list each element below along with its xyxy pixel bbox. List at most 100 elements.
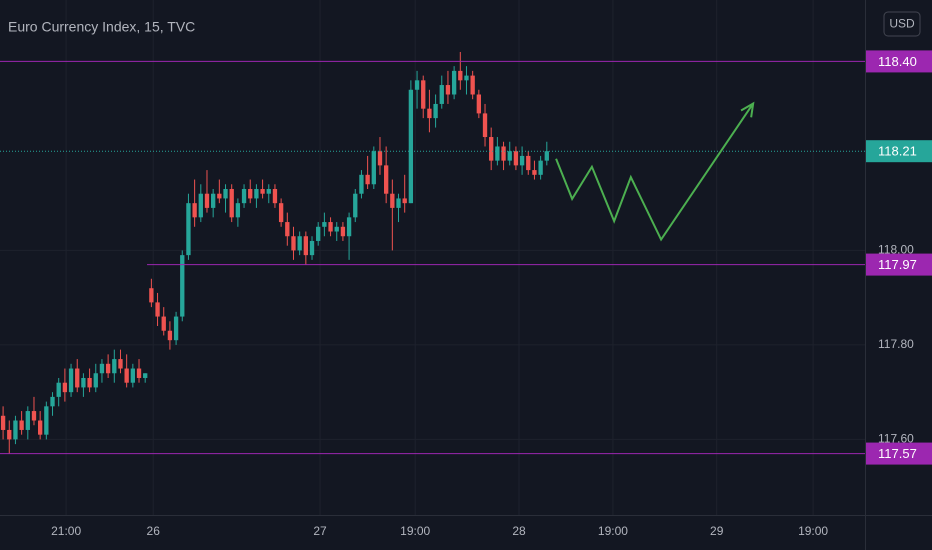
candle-body (297, 236, 302, 251)
candle-body (7, 429, 12, 440)
candle-body (68, 368, 74, 393)
candle-body (186, 203, 191, 256)
candle-body (254, 188, 259, 199)
candle-body (50, 396, 55, 407)
candle-body (229, 188, 234, 218)
candle-body (235, 203, 241, 218)
x-tick-label: 19:00 (400, 524, 430, 538)
currency-button[interactable] (883, 11, 921, 37)
candle-body (75, 368, 80, 388)
candle-body (482, 113, 488, 138)
candle-body (316, 226, 321, 241)
y-tick-label: 117.60 (878, 432, 914, 446)
candle-body (217, 193, 222, 199)
level-box (866, 50, 932, 73)
candle-body (495, 146, 500, 161)
candle-body (507, 151, 512, 161)
candle-body (278, 203, 284, 223)
candle-body (340, 226, 346, 237)
level-label: 117.97 (878, 257, 917, 272)
candle-body (421, 80, 426, 109)
candle-body (99, 363, 105, 374)
currency-label[interactable]: USD (889, 17, 915, 31)
x-tick-label: 21:00 (51, 524, 81, 538)
y-tick-label: 118.00 (878, 243, 914, 257)
candle-body (309, 240, 315, 256)
candle-body (223, 188, 228, 199)
candle-body (44, 406, 49, 435)
candle-body (544, 151, 549, 161)
candle-body (167, 330, 173, 341)
candle-body (489, 137, 494, 161)
candle-body (451, 70, 457, 95)
projection-line (555, 102, 754, 242)
candle-body (81, 377, 86, 388)
candle-body (285, 222, 290, 237)
candle-body (266, 188, 271, 194)
candle-body (353, 193, 358, 218)
candle-body (377, 151, 383, 166)
candle-body (198, 193, 203, 218)
candle-body (359, 174, 364, 194)
candle-body (445, 85, 451, 95)
candle-body (291, 236, 296, 251)
candle-body (383, 165, 389, 194)
candle-body (346, 217, 352, 237)
level-label: 118.40 (878, 54, 917, 69)
candle-body (427, 108, 432, 119)
candle-body (241, 188, 247, 204)
candle-body (31, 411, 37, 421)
candle-body (414, 80, 420, 90)
plot (0, 51, 865, 455)
candle-body (470, 75, 475, 95)
candle-body (248, 188, 253, 199)
candle-body (0, 415, 6, 430)
candle-body (328, 222, 333, 232)
candle-body (130, 368, 136, 383)
candle-body (433, 103, 438, 119)
candle-body (192, 203, 197, 218)
candle-body (37, 420, 43, 435)
projection-arrowhead (740, 101, 755, 118)
level-label: 117.57 (878, 446, 917, 461)
chart-title: Euro Currency Index, 15, TVC (8, 19, 195, 35)
candle-body (402, 198, 407, 204)
candle-body (501, 146, 506, 161)
candle-body (210, 193, 216, 208)
candle-body (390, 193, 395, 208)
candle-body (322, 222, 327, 227)
candle-body (365, 174, 370, 185)
candle-body (458, 70, 463, 81)
last-price-label: 118.21 (878, 144, 917, 159)
level-box (866, 442, 932, 465)
candle-body (272, 188, 278, 204)
candle-body (124, 368, 129, 383)
x-tick-label: 28 (512, 524, 526, 538)
candle-body (155, 302, 160, 317)
candle-body (260, 188, 265, 194)
candle-body (519, 155, 525, 166)
x-tick-label: 19:00 (598, 524, 628, 538)
candle-body (112, 359, 117, 374)
candle-body (136, 368, 142, 378)
candle-body (56, 382, 61, 397)
axes: 117.60 117.80 118.00 21:00 26 27 19:00 28 19:00 2… (51, 50, 932, 538)
candle-body (19, 420, 24, 430)
x-tick-label: 29 (710, 524, 724, 538)
candle-body (303, 236, 309, 256)
candle-body (204, 193, 210, 208)
candle-body (538, 160, 543, 175)
candle-body (464, 75, 469, 81)
x-tick-label: 27 (313, 524, 327, 538)
candle-body (143, 373, 148, 378)
candle-body (439, 85, 444, 104)
candle-body (396, 198, 401, 208)
candle-body (408, 89, 414, 204)
candle-body (180, 255, 185, 317)
candle-body (87, 377, 92, 388)
candle-body (532, 170, 537, 175)
candle-body (526, 155, 531, 171)
candle-body (334, 226, 339, 232)
x-tick-label: 26 (147, 524, 161, 538)
